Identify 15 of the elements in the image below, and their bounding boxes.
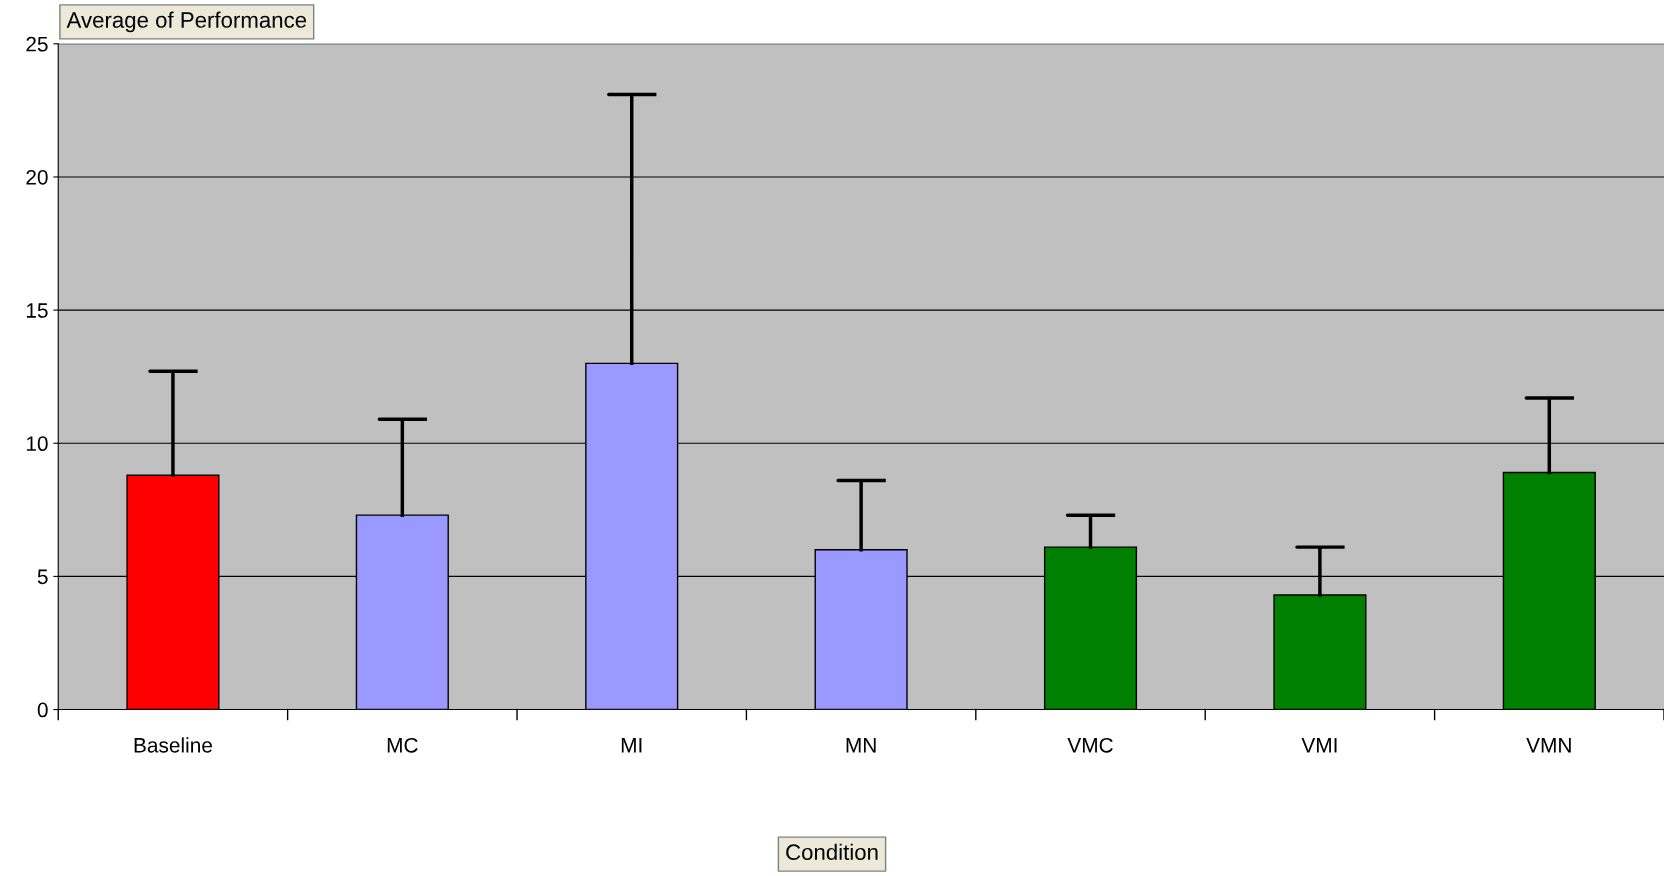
x-tick-label: VMI	[1301, 738, 1337, 753]
x-tick-label: Baseline	[134, 737, 212, 753]
x-tick-label: MI	[621, 738, 642, 753]
x-axis-title: Condition	[786, 843, 878, 861]
y-tick-label: 15	[26, 303, 48, 318]
y-tick-label: 10	[26, 436, 48, 452]
y-tick-label: 0	[37, 702, 48, 718]
x-tick-label: MC	[387, 737, 418, 753]
y-tick-label: 25	[26, 36, 48, 52]
x-tick-label: VMC	[1067, 737, 1113, 753]
x-tick-label: VMN	[1526, 738, 1571, 753]
x-tick-label: MN	[846, 738, 876, 753]
y-tick-label: 5	[37, 569, 48, 585]
y-tick-label: 20	[26, 169, 48, 185]
chart-title: Average of Performance	[66, 11, 307, 33]
